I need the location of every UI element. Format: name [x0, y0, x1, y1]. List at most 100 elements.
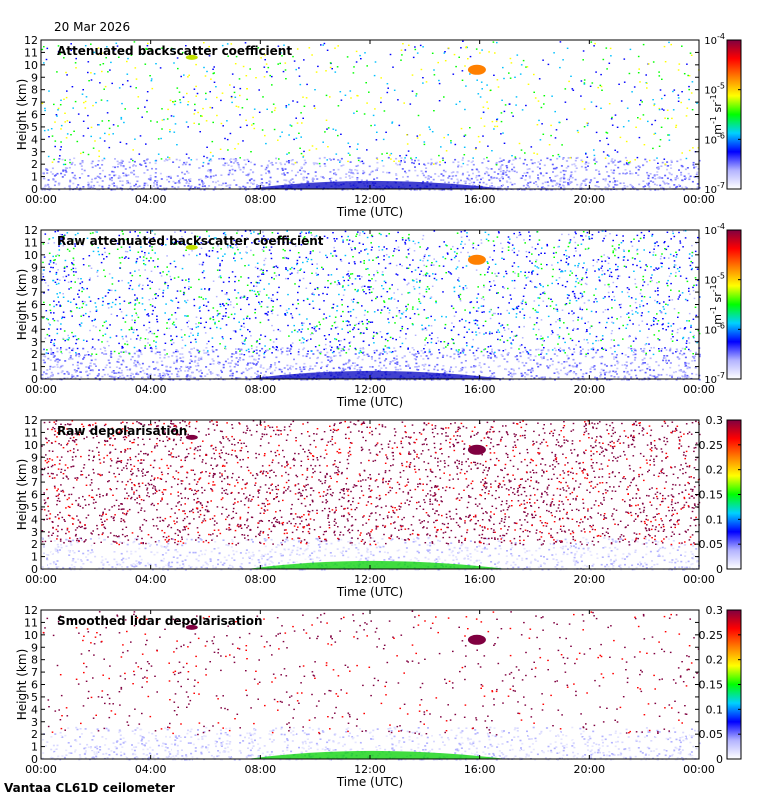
- x-axis-label: Time (UTC): [336, 205, 403, 219]
- colorbar-unit-label: m-1 sr-1: [709, 94, 724, 134]
- y-tick-label: 12: [24, 604, 38, 617]
- y-tick-label: 12: [24, 34, 38, 47]
- y-tick-label: 4: [31, 513, 38, 526]
- x-axis-label: Time (UTC): [336, 395, 403, 409]
- x-tick-label: 00:00: [683, 193, 715, 206]
- colorbar-tick-label: 0.1: [706, 513, 724, 526]
- y-axis-label: Height (km): [15, 459, 29, 530]
- x-tick-label: 08:00: [244, 573, 276, 586]
- x-tick-label: 04:00: [135, 193, 167, 206]
- y-tick-label: 6: [31, 299, 38, 312]
- colorbar-tick-label: 10-5: [704, 82, 725, 97]
- colorbar-tick-label: 0.25: [699, 629, 724, 642]
- colorbar-tick-label: 0.15: [699, 679, 724, 692]
- colorbar-tick-label: 0.2: [706, 464, 724, 477]
- instrument-label: Vantaa CL61D ceilometer: [4, 781, 175, 795]
- colorbar-tick-label: 10-5: [704, 272, 725, 287]
- colorbar-tick-label: 10-7: [704, 181, 725, 196]
- x-tick-label: 00:00: [683, 763, 715, 776]
- x-tick-label: 20:00: [573, 193, 605, 206]
- y-tick-label: 10: [24, 249, 38, 262]
- y-tick-label: 6: [31, 489, 38, 502]
- x-tick-label: 16:00: [464, 383, 496, 396]
- y-tick-label: 3: [31, 336, 38, 349]
- x-tick-label: 00:00: [683, 573, 715, 586]
- y-tick-label: 0: [31, 753, 38, 766]
- x-tick-label: 16:00: [464, 193, 496, 206]
- y-tick-label: 3: [31, 146, 38, 159]
- x-tick-label: 08:00: [244, 763, 276, 776]
- y-tick-label: 0: [31, 563, 38, 576]
- x-tick-label: 20:00: [573, 573, 605, 586]
- y-tick-label: 1: [31, 171, 38, 184]
- y-tick-label: 10: [24, 629, 38, 642]
- x-tick-label: 20:00: [573, 383, 605, 396]
- y-tick-label: 1: [31, 361, 38, 374]
- colorbar-tick-label: 10-6: [704, 321, 725, 336]
- y-tick-label: 6: [31, 679, 38, 692]
- x-tick-label: 16:00: [464, 763, 496, 776]
- colorbar-tick-label: 10-7: [704, 371, 725, 386]
- x-tick-label: 16:00: [464, 573, 496, 586]
- x-tick-label: 08:00: [244, 193, 276, 206]
- y-tick-label: 11: [24, 616, 38, 629]
- y-tick-label: 4: [31, 323, 38, 336]
- y-tick-label: 1: [31, 551, 38, 564]
- colorbar-tick-label: 0.2: [706, 654, 724, 667]
- panel-title: Smoothed lidar depolarisation: [57, 614, 263, 628]
- x-tick-label: 12:00: [354, 573, 386, 586]
- y-tick-label: 9: [31, 641, 38, 654]
- y-axis-label: Height (km): [15, 79, 29, 150]
- y-tick-label: 7: [31, 666, 38, 679]
- x-tick-label: 12:00: [354, 193, 386, 206]
- colorbar-tick-label: 10-4: [704, 32, 725, 47]
- y-tick-label: 6: [31, 109, 38, 122]
- x-tick-label: 00:00: [25, 763, 57, 776]
- y-tick-label: 3: [31, 716, 38, 729]
- colorbar-tick-label: 0.25: [699, 439, 724, 452]
- y-tick-label: 2: [31, 158, 38, 171]
- date-label: 20 Mar 2026: [54, 20, 131, 34]
- colorbar-unit-label: m-1 sr-1: [709, 284, 724, 324]
- colorbar-tick-label: 0.3: [706, 414, 724, 427]
- y-tick-label: 8: [31, 274, 38, 287]
- y-tick-label: 7: [31, 286, 38, 299]
- y-tick-label: 7: [31, 96, 38, 109]
- heatmap-texture: [41, 230, 701, 381]
- y-tick-label: 11: [24, 46, 38, 59]
- y-tick-label: 12: [24, 224, 38, 237]
- x-axis-label: Time (UTC): [336, 585, 403, 599]
- y-axis-label: Height (km): [15, 649, 29, 720]
- y-tick-label: 2: [31, 348, 38, 361]
- panel-title: Raw depolarisation: [57, 424, 187, 438]
- colorbar-tick-label: 0.15: [699, 489, 724, 502]
- x-tick-label: 00:00: [25, 193, 57, 206]
- x-axis-label: Time (UTC): [336, 775, 403, 789]
- y-tick-label: 2: [31, 538, 38, 551]
- colorbar-tick-label: 10-4: [704, 222, 725, 237]
- colorbar: [726, 39, 742, 190]
- y-tick-label: 10: [24, 59, 38, 72]
- y-tick-label: 10: [24, 439, 38, 452]
- colorbar-tick-label: 0.1: [706, 703, 724, 716]
- y-tick-label: 1: [31, 741, 38, 754]
- x-tick-label: 04:00: [135, 573, 167, 586]
- y-tick-label: 7: [31, 476, 38, 489]
- colorbar-tick-label: 10-6: [704, 131, 725, 146]
- panel-title: Attenuated backscatter coefficient: [57, 44, 292, 58]
- y-axis-label: Height (km): [15, 269, 29, 340]
- y-tick-label: 4: [31, 703, 38, 716]
- x-tick-label: 00:00: [683, 383, 715, 396]
- y-tick-label: 12: [24, 414, 38, 427]
- y-tick-label: 3: [31, 526, 38, 539]
- panel-title: Raw attenuated backscatter coefficient: [57, 234, 324, 248]
- y-tick-label: 0: [31, 373, 38, 386]
- colorbar-tick-label: 0.3: [706, 604, 724, 617]
- plot-area: [41, 610, 699, 759]
- colorbar-tick-label: 0: [716, 563, 723, 576]
- x-tick-label: 00:00: [25, 383, 57, 396]
- y-tick-label: 5: [31, 501, 38, 514]
